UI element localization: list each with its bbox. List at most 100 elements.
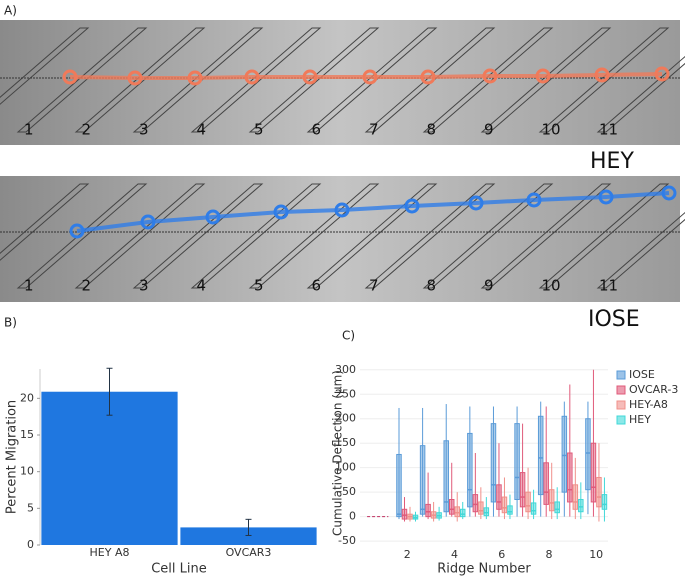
ridge [190, 183, 322, 289]
y-axis-label: Percent Migration [5, 400, 20, 514]
panel-label: C) [342, 329, 355, 343]
x-tick-label: 10 [589, 548, 603, 561]
box [419, 445, 426, 515]
box [530, 502, 537, 515]
ridge [538, 183, 670, 289]
box [519, 472, 526, 508]
y-tick-label: 20 [20, 391, 34, 404]
track-point [654, 66, 670, 82]
box [459, 508, 466, 518]
y-tick-label: 300 [335, 363, 356, 376]
ridge [306, 27, 438, 133]
ridge [596, 55, 685, 133]
ridge-label: 5 [254, 277, 264, 295]
track-point [598, 189, 614, 205]
track [76, 191, 670, 233]
bar [41, 391, 178, 545]
ridge-label: 10 [542, 277, 561, 295]
box [472, 494, 479, 513]
ridge-label: 9 [484, 277, 494, 295]
ridge [480, 27, 612, 133]
legend-swatch [616, 400, 626, 410]
ridge [0, 27, 90, 105]
ridge [364, 183, 496, 289]
panel-label: B) [4, 316, 17, 330]
box [443, 440, 449, 513]
track-point [404, 198, 420, 214]
x-tick-label: HEY A8 [90, 546, 130, 559]
x-tick-label: 8 [545, 548, 552, 561]
y-tick-label: 150 [335, 436, 356, 449]
track-point [661, 185, 677, 201]
ridge [0, 183, 90, 261]
track-point [62, 69, 78, 85]
box [478, 501, 484, 515]
ridge-label: 7 [369, 277, 379, 295]
ridge-label: 1 [24, 121, 34, 139]
track-point [205, 209, 221, 225]
legend-swatch [616, 385, 626, 395]
ridge [422, 27, 554, 133]
y-tick-label: 0 [27, 538, 34, 551]
y-tick-label: 0 [349, 510, 356, 523]
ridge [190, 27, 322, 133]
y-tick-label: 200 [335, 412, 356, 425]
x-tick-label: 2 [404, 548, 411, 561]
ridge [306, 183, 438, 289]
ridge-label: 1 [24, 277, 34, 295]
ridge-label: 2 [82, 277, 92, 295]
track-point [140, 214, 156, 230]
ridge [596, 211, 685, 289]
ridge [422, 183, 554, 289]
x-tick-label: OVCAR3 [226, 546, 272, 559]
box [590, 442, 597, 503]
legend-label: OVCAR-3 [629, 383, 678, 396]
legend-swatch [616, 370, 626, 380]
ridge-label: 9 [484, 121, 494, 139]
ridge-label: 4 [197, 121, 207, 139]
y-tick-label: 100 [335, 461, 356, 474]
y-axis-label: Cumulative Deflection (μm) [331, 370, 345, 536]
box [554, 501, 560, 514]
track [69, 72, 663, 80]
ridge [74, 27, 206, 133]
ridge [364, 27, 496, 133]
box [501, 496, 508, 514]
x-tick-label: 4 [451, 548, 458, 561]
x-axis-label: Cell Line [151, 562, 207, 577]
box [514, 423, 520, 501]
box [543, 462, 549, 505]
box [483, 507, 490, 517]
micrograph-label: HEY [590, 149, 634, 174]
box [585, 418, 591, 491]
box [601, 494, 608, 510]
ridge-label: 3 [139, 277, 149, 295]
ridge-label: 5 [254, 121, 264, 139]
ridge [16, 27, 148, 133]
track-point [334, 202, 350, 218]
box [448, 499, 455, 515]
box [467, 432, 473, 508]
box [425, 503, 431, 518]
track-point [244, 69, 260, 85]
ridge-label: 4 [197, 277, 207, 295]
micrograph [0, 20, 680, 145]
ridge [248, 27, 380, 133]
box [490, 423, 497, 503]
micrograph [0, 176, 680, 302]
y-tick-label: -50 [338, 534, 356, 547]
ridge-label: 11 [599, 121, 618, 139]
box [454, 506, 460, 518]
ridge-label: 6 [312, 121, 322, 139]
micrograph-label: IOSE [588, 307, 640, 332]
y-tick-label: 10 [20, 465, 34, 478]
track-point [362, 69, 378, 85]
legend-label: IOSE [629, 368, 655, 381]
y-tick-label: 15 [20, 428, 34, 441]
ridge-label: 2 [82, 121, 92, 139]
ridge [538, 27, 670, 133]
panel-label: A) [4, 4, 17, 18]
ridge-label: 10 [542, 121, 561, 139]
box [537, 415, 544, 496]
box [561, 415, 568, 493]
